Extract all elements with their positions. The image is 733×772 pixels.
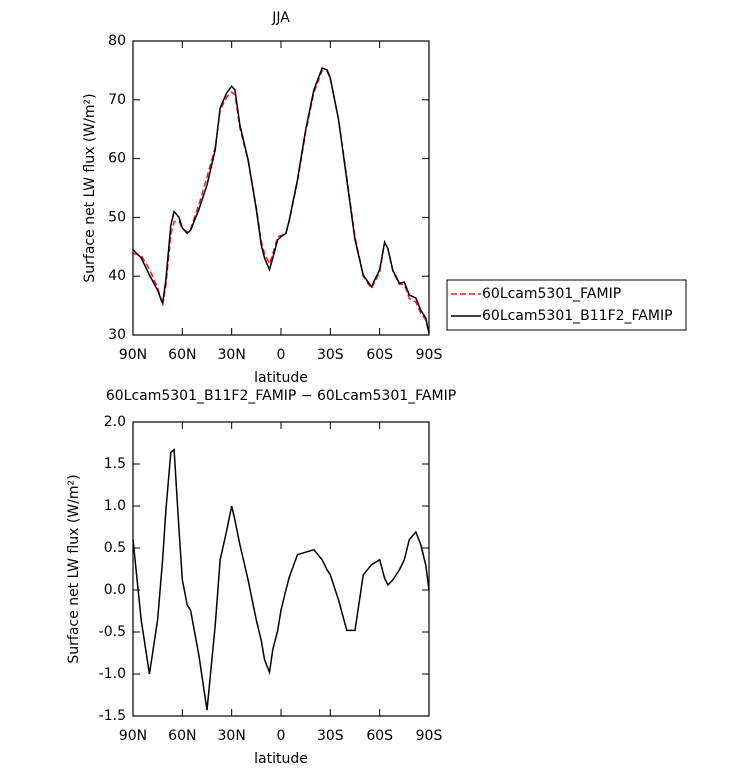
x-tick-label: 60N	[168, 728, 196, 744]
y-tick-label: 60	[108, 151, 126, 167]
x-tick-label: 60S	[366, 347, 393, 363]
legend-label: 60Lcam5301_FAMIP	[482, 286, 621, 302]
x-tick-label: 90S	[416, 728, 443, 744]
x-axis-label: latitude	[254, 370, 308, 386]
y-tick-label: 70	[108, 92, 126, 108]
y-tick-label: -1.0	[99, 666, 126, 682]
x-tick-label: 60N	[168, 347, 196, 363]
chart-title: 60Lcam5301_B11F2_FAMIP − 60Lcam5301_FAMI…	[106, 388, 456, 404]
y-tick-label: 50	[108, 209, 126, 225]
x-tick-label: 0	[277, 728, 286, 744]
x-tick-label: 0	[277, 347, 286, 363]
series-line	[132, 448, 430, 711]
series-line	[132, 67, 430, 334]
chart-title: JJA	[271, 10, 290, 26]
y-axis-label: Surface net LW flux (W/m²)	[82, 93, 98, 282]
y-tick-label: 0.5	[104, 540, 126, 556]
plot-frame	[132, 40, 430, 336]
y-tick-label: -0.5	[99, 624, 126, 640]
x-tick-label: 30N	[218, 728, 246, 744]
y-axis-label: Surface net LW flux (W/m²)	[66, 474, 82, 663]
x-tick-label: 90N	[119, 347, 147, 363]
x-tick-label: 30S	[317, 728, 344, 744]
y-tick-label: 80	[108, 33, 126, 49]
y-tick-label: 2.0	[104, 414, 126, 430]
x-axis-label: latitude	[254, 751, 308, 767]
y-tick-label: 1.5	[104, 456, 126, 472]
x-tick-label: 90S	[416, 347, 443, 363]
y-tick-label: 0.0	[104, 582, 126, 598]
y-tick-label: -1.5	[99, 708, 126, 724]
x-tick-label: 90N	[119, 728, 147, 744]
x-tick-label: 30N	[218, 347, 246, 363]
legend-label: 60Lcam5301_B11F2_FAMIP	[482, 308, 673, 324]
series-line	[132, 69, 430, 334]
plot-frame	[132, 421, 430, 717]
x-tick-label: 30S	[317, 347, 344, 363]
legend-box	[446, 279, 687, 331]
y-tick-label: 40	[108, 268, 126, 284]
x-tick-label: 60S	[366, 728, 393, 744]
y-tick-label: 1.0	[104, 498, 126, 514]
y-tick-label: 30	[108, 327, 126, 343]
